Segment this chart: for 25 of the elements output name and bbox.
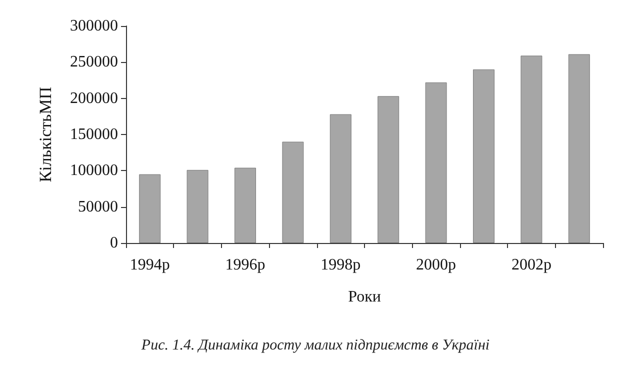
bar <box>330 114 352 243</box>
bar <box>186 170 208 243</box>
y-tick-label: 150000 <box>70 126 118 143</box>
text: Рис. 1.4. Динаміка росту малих підприємств в Україні <box>140 338 490 354</box>
y-tick-label: 300000 <box>70 18 118 34</box>
y-tick-label: 100000 <box>70 162 118 180</box>
bar <box>378 96 400 243</box>
x-tick-label: 1996р <box>225 256 266 274</box>
x-axis-title: Роки <box>348 288 382 306</box>
bar <box>425 82 447 243</box>
x-tick-label: 1994р <box>130 256 170 274</box>
x-tick-label: 1998р <box>320 256 361 274</box>
y-axis-title: КількістьМП <box>36 86 55 182</box>
y-tick-label: 250000 <box>70 54 118 71</box>
y-tick-label: 50000 <box>78 198 118 216</box>
bar <box>568 54 590 243</box>
y-tick-label: 0 <box>110 234 118 252</box>
x-tick-label: 2000р <box>416 256 456 274</box>
bar <box>282 142 304 243</box>
bar <box>234 168 256 243</box>
bar <box>520 56 542 243</box>
y-tick-label: 200000 <box>70 90 118 107</box>
bar <box>139 174 161 243</box>
x-tick-label: 2002р <box>511 256 552 274</box>
bar <box>473 69 494 243</box>
